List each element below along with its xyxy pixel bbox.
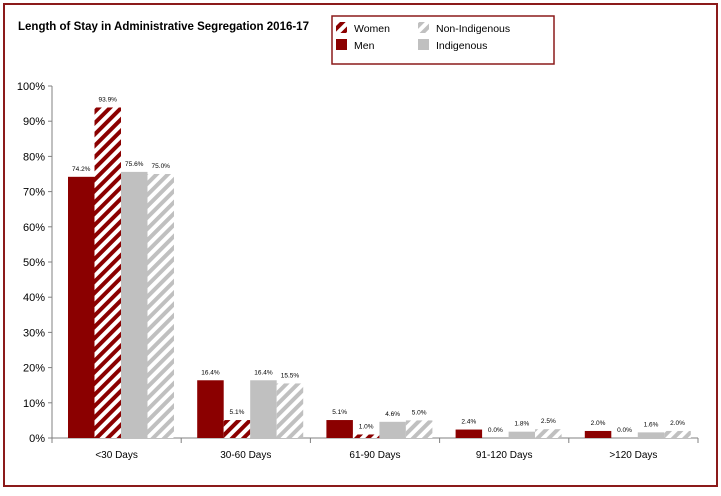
x-tick-label: 91-120 Days bbox=[476, 450, 533, 461]
x-tick-label: 30-60 Days bbox=[220, 450, 271, 461]
legend-swatch-indigenous bbox=[418, 39, 429, 50]
data-label-men: 74.2% bbox=[72, 166, 91, 173]
data-label-indigenous: 75.6% bbox=[125, 161, 144, 168]
bar-non-indigenous bbox=[276, 383, 304, 438]
legend-swatch-non-indigenous bbox=[418, 22, 429, 33]
legend: Women Non-Indigenous Men Indigenous bbox=[331, 15, 555, 65]
data-label-women: 0.0% bbox=[617, 427, 632, 434]
y-tick-label: 20% bbox=[23, 363, 45, 375]
data-label-non-indigenous: 5.0% bbox=[412, 409, 427, 416]
bar-women bbox=[94, 107, 121, 439]
y-tick-label: 30% bbox=[23, 327, 45, 339]
data-label-non-indigenous: 2.0% bbox=[670, 420, 685, 427]
axes: 0% 10% 20% 30% 40% 50% 60% 70% 80% 90% 100% <30 Day… bbox=[17, 81, 699, 461]
data-labels: 74.2% 16.4% 5.1% 2.4% 2.0% 93.9% 5.1% 1.0% 0.0% 0… bbox=[72, 96, 685, 434]
bar-non-indigenous bbox=[147, 174, 174, 438]
data-label-men: 2.0% bbox=[591, 420, 606, 427]
data-label-indigenous: 16.4% bbox=[254, 369, 273, 376]
data-label-women: 1.0% bbox=[359, 423, 374, 430]
bar-men bbox=[326, 420, 353, 438]
data-label-women: 0.0% bbox=[488, 427, 503, 434]
y-tick-label: 100% bbox=[17, 81, 45, 93]
bar-indigenous bbox=[379, 421, 406, 438]
bar-men bbox=[455, 429, 483, 438]
legend-swatch-men bbox=[336, 39, 347, 50]
y-tick-label: 40% bbox=[23, 292, 45, 304]
x-tick-label: <30 Days bbox=[95, 450, 138, 461]
y-tick-label: 0% bbox=[29, 433, 45, 445]
bar-women bbox=[352, 434, 380, 438]
data-label-men: 2.4% bbox=[461, 419, 476, 426]
bar-non-indigenous bbox=[405, 420, 433, 438]
legend-label-indigenous: Indigenous bbox=[436, 40, 487, 52]
bar-indigenous bbox=[637, 432, 665, 438]
bar-men bbox=[68, 176, 95, 439]
legend-label-women: Women bbox=[354, 23, 390, 35]
data-label-men: 16.4% bbox=[201, 369, 220, 376]
bar-indigenous bbox=[121, 171, 148, 438]
x-tick-label: >120 Days bbox=[609, 450, 657, 461]
legend-box bbox=[331, 15, 555, 65]
data-label-indigenous: 1.6% bbox=[644, 421, 659, 428]
legend-label-non-indigenous: Non-Indigenous bbox=[436, 23, 510, 35]
legend-swatch-women bbox=[336, 22, 347, 33]
bars bbox=[68, 107, 691, 439]
chart-frame bbox=[3, 3, 718, 487]
data-label-non-indigenous: 75.0% bbox=[152, 163, 171, 170]
y-tick-label: 60% bbox=[23, 222, 45, 234]
data-label-men: 5.1% bbox=[332, 409, 347, 416]
data-label-indigenous: 1.8% bbox=[514, 421, 529, 428]
bar-indigenous bbox=[508, 431, 536, 438]
y-tick-label: 90% bbox=[23, 116, 45, 128]
bar-non-indigenous bbox=[535, 429, 562, 438]
data-label-indigenous: 4.6% bbox=[385, 411, 400, 418]
data-label-non-indigenous: 15.5% bbox=[281, 372, 300, 379]
bar-men bbox=[197, 380, 224, 438]
bar-men bbox=[584, 430, 612, 438]
bar-indigenous bbox=[250, 380, 277, 438]
data-label-women: 93.9% bbox=[99, 96, 118, 103]
bar-non-indigenous bbox=[664, 430, 691, 438]
bar-women bbox=[223, 420, 251, 438]
y-tick-label: 80% bbox=[23, 151, 45, 163]
y-tick-label: 70% bbox=[23, 187, 45, 199]
y-tick-label: 10% bbox=[23, 398, 45, 410]
data-label-women: 5.1% bbox=[230, 409, 245, 416]
legend-label-men: Men bbox=[354, 40, 375, 52]
data-label-non-indigenous: 2.5% bbox=[541, 418, 556, 425]
chart-title: Length of Stay in Administrative Segrega… bbox=[18, 21, 309, 33]
y-tick-label: 50% bbox=[23, 257, 45, 269]
x-tick-label: 61-90 Days bbox=[349, 450, 400, 461]
